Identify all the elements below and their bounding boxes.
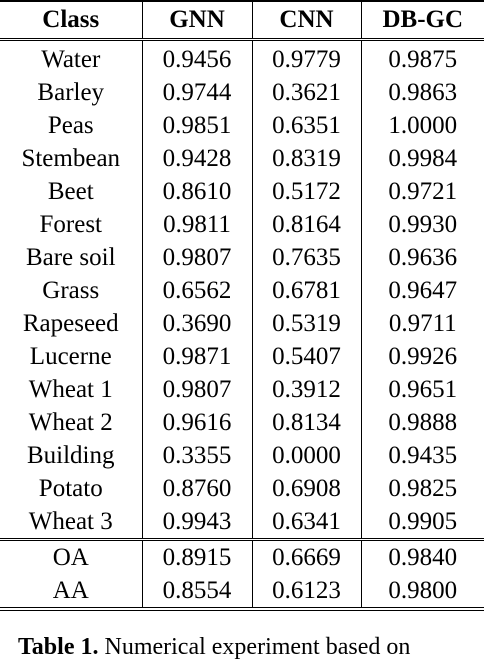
cell-class: Water <box>0 39 143 76</box>
cell-dbgc: 0.9984 <box>360 142 484 175</box>
cell-class: Barley <box>0 76 143 109</box>
cell-cnn: 0.0000 <box>251 439 362 472</box>
cell-class: Lucerne <box>0 340 143 373</box>
cell-class: AA <box>0 574 143 611</box>
cell-dbgc: 0.9711 <box>360 307 484 340</box>
cell-class: Potato <box>0 472 143 505</box>
caption-text: Numerical experiment based on <box>104 634 411 660</box>
cell-gnn: 0.9456 <box>141 39 253 76</box>
summary-row: OA 0.8915 0.6669 0.9840 <box>0 538 484 574</box>
cell-dbgc: 1.0000 <box>360 109 484 142</box>
cell-class: Forest <box>0 208 143 241</box>
cell-cnn: 0.3621 <box>251 76 362 109</box>
cell-cnn: 0.5172 <box>251 175 362 208</box>
cell-class: Wheat 2 <box>0 406 143 439</box>
cell-dbgc: 0.9840 <box>360 538 484 574</box>
cell-class: OA <box>0 538 143 574</box>
cell-gnn: 0.9744 <box>141 76 253 109</box>
table-caption: Table 1. Numerical experiment based on <box>18 632 410 662</box>
cell-dbgc: 0.9647 <box>360 274 484 307</box>
cell-class: Bare soil <box>0 241 143 274</box>
cell-gnn: 0.9616 <box>141 406 253 439</box>
cell-cnn: 0.6341 <box>251 505 362 540</box>
cell-dbgc: 0.9721 <box>360 175 484 208</box>
summary-rows: OA 0.8915 0.6669 0.9840 AA 0.8554 0.6123 0.9800 <box>0 538 484 611</box>
cell-dbgc: 0.9888 <box>360 406 484 439</box>
table-row: Wheat 2 0.9616 0.8134 0.9888 <box>0 406 484 439</box>
summary-row: AA 0.8554 0.6123 0.9800 <box>0 574 484 611</box>
class-rows: Water 0.9456 0.9779 0.9875 Barley 0.9744 0.362… <box>0 39 484 540</box>
cell-gnn: 0.3690 <box>141 307 253 340</box>
cell-dbgc: 0.9435 <box>360 439 484 472</box>
cell-dbgc: 0.9800 <box>360 574 484 611</box>
cell-class: Building <box>0 439 143 472</box>
cell-cnn: 0.8164 <box>251 208 362 241</box>
cell-class: Beet <box>0 175 143 208</box>
cell-class: Wheat 1 <box>0 373 143 406</box>
cell-dbgc: 0.9926 <box>360 340 484 373</box>
cell-gnn: 0.8760 <box>141 472 253 505</box>
cell-cnn: 0.5319 <box>251 307 362 340</box>
cell-gnn: 0.9943 <box>141 505 253 540</box>
cell-gnn: 0.6562 <box>141 274 253 307</box>
table-row: Peas 0.9851 0.6351 1.0000 <box>0 109 484 142</box>
cell-cnn: 0.6781 <box>251 274 362 307</box>
cell-cnn: 0.7635 <box>251 241 362 274</box>
table-row: Forest 0.9811 0.8164 0.9930 <box>0 208 484 241</box>
cell-cnn: 0.5407 <box>251 340 362 373</box>
cell-gnn: 0.3355 <box>141 439 253 472</box>
cell-gnn: 0.8554 <box>141 574 253 611</box>
cell-gnn: 0.9811 <box>141 208 253 241</box>
cell-dbgc: 0.9930 <box>360 208 484 241</box>
cell-cnn: 0.6669 <box>251 538 362 574</box>
results-table-container: Class GNN CNN DB-GC Water 0.9456 0.9779 0.9… <box>0 0 484 611</box>
cell-gnn: 0.8610 <box>141 175 253 208</box>
cell-dbgc: 0.9636 <box>360 241 484 274</box>
cell-gnn: 0.9428 <box>141 142 253 175</box>
header-cnn: CNN <box>251 0 362 41</box>
cell-dbgc: 0.9905 <box>360 505 484 540</box>
cell-cnn: 0.8134 <box>251 406 362 439</box>
cell-gnn: 0.9807 <box>141 241 253 274</box>
cell-cnn: 0.3912 <box>251 373 362 406</box>
table-row: Potato 0.8760 0.6908 0.9825 <box>0 472 484 505</box>
caption-label: Table 1. <box>18 634 99 660</box>
header-dbgc: DB-GC <box>360 0 484 41</box>
header-class: Class <box>0 0 143 41</box>
cell-cnn: 0.8319 <box>251 142 362 175</box>
cell-class: Grass <box>0 274 143 307</box>
cell-class: Wheat 3 <box>0 505 143 540</box>
table-row: Wheat 3 0.9943 0.6341 0.9905 <box>0 505 484 540</box>
cell-cnn: 0.6908 <box>251 472 362 505</box>
table-row: Lucerne 0.9871 0.5407 0.9926 <box>0 340 484 373</box>
cell-class: Peas <box>0 109 143 142</box>
cell-dbgc: 0.9863 <box>360 76 484 109</box>
cell-cnn: 0.6351 <box>251 109 362 142</box>
table-row: Wheat 1 0.9807 0.3912 0.9651 <box>0 373 484 406</box>
cell-gnn: 0.9807 <box>141 373 253 406</box>
cell-dbgc: 0.9875 <box>360 39 484 76</box>
results-table: Class GNN CNN DB-GC Water 0.9456 0.9779 0.9… <box>0 0 484 611</box>
header-row: Class GNN CNN DB-GC <box>0 0 484 41</box>
cell-cnn: 0.9779 <box>251 39 362 76</box>
cell-gnn: 0.9871 <box>141 340 253 373</box>
table-row: Rapeseed 0.3690 0.5319 0.9711 <box>0 307 484 340</box>
cell-gnn: 0.9851 <box>141 109 253 142</box>
table-row: Stembean 0.9428 0.8319 0.9984 <box>0 142 484 175</box>
cell-class: Stembean <box>0 142 143 175</box>
table-row: Bare soil 0.9807 0.7635 0.9636 <box>0 241 484 274</box>
table-row: Building 0.3355 0.0000 0.9435 <box>0 439 484 472</box>
cell-class: Rapeseed <box>0 307 143 340</box>
table-row: Grass 0.6562 0.6781 0.9647 <box>0 274 484 307</box>
cell-cnn: 0.6123 <box>251 574 362 611</box>
table-row: Water 0.9456 0.9779 0.9875 <box>0 39 484 76</box>
table-row: Barley 0.9744 0.3621 0.9863 <box>0 76 484 109</box>
header-gnn: GNN <box>141 0 253 41</box>
table-header: Class GNN CNN DB-GC <box>0 0 484 41</box>
cell-gnn: 0.8915 <box>141 538 253 574</box>
cell-dbgc: 0.9651 <box>360 373 484 406</box>
cell-dbgc: 0.9825 <box>360 472 484 505</box>
table-row: Beet 0.8610 0.5172 0.9721 <box>0 175 484 208</box>
